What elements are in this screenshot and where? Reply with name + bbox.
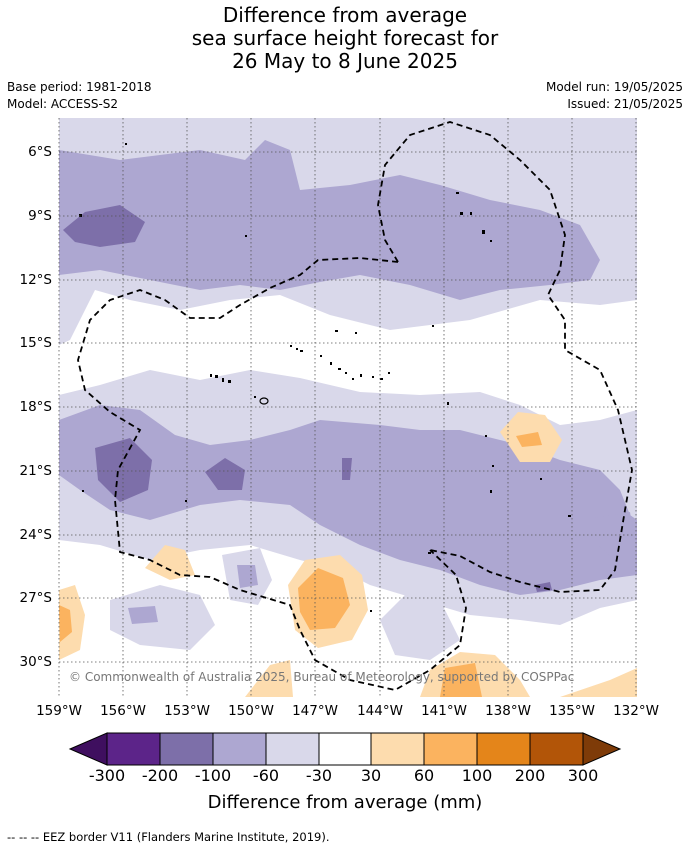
colorbar-swatch (476, 732, 531, 766)
anomaly-region-pos-light-7 (245, 660, 293, 697)
anomaly-region-neg-dark-3 (205, 458, 245, 490)
colorbar-over-triangle (582, 732, 622, 766)
colorbar-swatch (265, 732, 320, 766)
colorbar-swatch (529, 732, 584, 766)
lon-label: 147°W (292, 703, 338, 719)
lat-label: 18°S (19, 399, 53, 415)
lat-label: 15°S (19, 335, 53, 351)
colorbar-label: 300 (567, 766, 599, 785)
colorbar-label: -100 (194, 766, 232, 785)
model-name: Model: ACCESS-S2 (7, 97, 119, 111)
anomaly-region-neg-mid-south2 (237, 565, 258, 588)
colorbar-label: 200 (514, 766, 546, 785)
anomaly-region-neg-mid-south (59, 405, 637, 595)
meta-right: Model run: 19/05/2025 Issued: 21/05/2025 (546, 79, 683, 113)
anomaly-region-neg-mid-north (59, 140, 600, 300)
lat-label: 21°S (19, 463, 53, 479)
anomaly-region-pos-light-6 (560, 668, 637, 697)
lon-label: 135°W (549, 703, 595, 719)
colorbar-label: 30 (360, 766, 382, 785)
anomaly-region-pos-mid-2 (298, 568, 350, 630)
anomaly-region-neg-light-southwest (110, 585, 215, 650)
anomaly-region-pos-mid-4 (59, 605, 72, 642)
colorbar-title: Difference from average (mm) (207, 792, 483, 813)
anomaly-region-neg-dark-2 (95, 438, 152, 502)
map-field (59, 118, 637, 697)
lon-label: 150°W (228, 703, 274, 719)
colorbar-label: -200 (141, 766, 179, 785)
title-line-1: Difference from average (222, 3, 468, 27)
colorbar-swatch (212, 732, 267, 766)
anomaly-region-pos-light-4 (59, 585, 85, 660)
colorbar-label: -300 (88, 766, 126, 785)
lon-label: 159°W (36, 703, 82, 719)
anomaly-region-pos-mid-3 (440, 663, 482, 697)
copyright-text: © Commonwealth of Australia 2025, Bureau… (69, 670, 574, 684)
colorbar-label: 60 (413, 766, 435, 785)
anomaly-region-neg-mid-southwest (128, 606, 158, 624)
gridlines (58, 118, 637, 697)
lat-label: 12°S (19, 272, 53, 288)
lon-label: 141°W (421, 703, 467, 719)
colorbar-swatch (423, 732, 478, 766)
islands (79, 143, 571, 612)
lon-label: 144°W (357, 703, 403, 719)
eez-border (77, 121, 633, 691)
anomaly-region-pos-light-3 (145, 545, 195, 580)
lat-label: 6°S (28, 144, 52, 160)
lat-label: 30°S (19, 654, 53, 670)
colorbar-swatch (318, 732, 372, 766)
lon-label: 156°W (100, 703, 146, 719)
lon-label: 153°W (164, 703, 210, 719)
lon-label: 132°W (613, 703, 659, 719)
lon-label: 138°W (485, 703, 531, 719)
title-line-3: 26 May to 8 June 2025 (232, 49, 458, 73)
colorbar-label: 100 (461, 766, 493, 785)
issued-date: Issued: 21/05/2025 (567, 97, 683, 111)
anomaly-region-neg-dark-4 (342, 458, 352, 480)
chart-title: Difference from average sea surface heig… (0, 4, 690, 73)
lat-label: 27°S (19, 590, 53, 606)
anomaly-region-pos-mid-1 (516, 432, 542, 447)
anomaly-region-neg-mid-southeast (595, 512, 637, 560)
colorbar-swatch (159, 732, 214, 766)
base-period: Base period: 1981-2018 (7, 80, 152, 94)
colorbar-swatch (106, 732, 161, 766)
lat-label: 9°S (28, 208, 52, 224)
colorbar-under-triangle (68, 732, 108, 766)
meta-left: Base period: 1981-2018 Model: ACCESS-S2 (7, 79, 152, 113)
model-run: Model run: 19/05/2025 (545, 80, 683, 94)
title-line-2: sea surface height forecast for (191, 26, 499, 50)
anomaly-region-neg-dark-1 (63, 205, 145, 247)
colorbar-label: -60 (252, 766, 280, 785)
eez-footnote: -- -- -- EEZ border V11 (Flanders Marine… (7, 830, 330, 844)
lat-label: 24°S (19, 527, 53, 543)
colorbar-label: -30 (305, 766, 333, 785)
anomaly-region-neg-light-southeast (380, 590, 460, 660)
colorbar-swatch (370, 732, 425, 766)
